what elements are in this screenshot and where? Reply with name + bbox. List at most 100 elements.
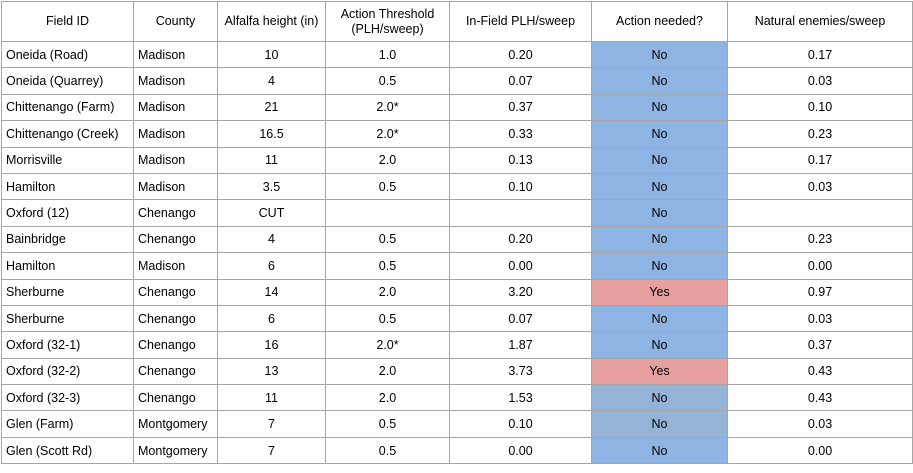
county-cell: Chenango <box>133 384 218 412</box>
action-needed-cell: No <box>591 146 728 174</box>
in-field-plh-cell: 3.73 <box>449 357 592 386</box>
alfalfa-height-cell: 7 <box>217 410 326 438</box>
field-id-cell: Chittenango (Farm) <box>1 93 134 122</box>
county-cell: Madison <box>133 120 218 148</box>
action-threshold-cell: 0.5 <box>325 252 450 280</box>
in-field-plh-cell: 0.13 <box>449 146 592 174</box>
alfalfa-height-cell: 4 <box>217 225 326 254</box>
in-field-plh-cell: 0.07 <box>449 67 592 95</box>
field-id-cell: Oxford (32-3) <box>1 384 134 412</box>
county-cell: Montgomery <box>133 436 218 465</box>
natural-enemies-cell: 0.23 <box>727 120 913 148</box>
table-row: Glen (Scott Rd) Montgomery 7 0.5 0.00 No 0.00 <box>1 436 913 465</box>
action-threshold-cell: 0.5 <box>325 172 450 201</box>
field-id-cell: Hamilton <box>1 172 134 201</box>
field-id-cell: Oneida (Road) <box>1 40 134 69</box>
field-id-cell: Sherburne <box>1 278 134 306</box>
table-row: Oxford (32-2) Chenango 13 2.0 3.73 Yes 0.43 <box>1 357 913 386</box>
county-cell: Madison <box>133 67 218 95</box>
action-needed-cell: No <box>591 199 728 227</box>
alfalfa-height-cell: 6 <box>217 252 326 280</box>
county-cell: Madison <box>133 172 218 201</box>
action-threshold-cell: 2.0* <box>325 93 450 122</box>
natural-enemies-cell: 0.00 <box>727 252 913 280</box>
in-field-plh-cell: 0.37 <box>449 93 592 122</box>
in-field-plh-cell: 1.53 <box>449 384 592 412</box>
table-row: Hamilton Madison 3.5 0.5 0.10 No 0.03 <box>1 172 913 201</box>
alfalfa-height-cell: 11 <box>217 384 326 412</box>
column-header-field-id: Field ID <box>1 1 134 42</box>
table-row: Oneida (Road) Madison 10 1.0 0.20 No 0.17 <box>1 40 913 69</box>
action-needed-cell: Yes <box>591 357 728 386</box>
column-header-alfalfa-height: Alfalfa height (in) <box>217 1 326 42</box>
alfalfa-height-cell: 4 <box>217 67 326 95</box>
table-row: Oxford (12) Chenango CUT No <box>1 199 913 227</box>
natural-enemies-cell: 0.23 <box>727 225 913 254</box>
county-cell: Montgomery <box>133 410 218 438</box>
county-cell: Madison <box>133 252 218 280</box>
in-field-plh-cell: 0.00 <box>449 436 592 465</box>
alfalfa-height-cell: CUT <box>217 199 326 227</box>
natural-enemies-cell: 0.10 <box>727 93 913 122</box>
natural-enemies-cell: 0.43 <box>727 357 913 386</box>
table-row: Chittenango (Farm) Madison 21 2.0* 0.37 No 0.1… <box>1 93 913 122</box>
table-row: Sherburne Chenango 14 2.0 3.20 Yes 0.97 <box>1 278 913 306</box>
county-cell: Chenango <box>133 225 218 254</box>
action-threshold-cell: 2.0 <box>325 384 450 412</box>
field-id-cell: Oxford (32-1) <box>1 331 134 359</box>
field-id-cell: Morrisville <box>1 146 134 174</box>
column-header-action-needed: Action needed? <box>591 1 728 42</box>
natural-enemies-cell: 0.97 <box>727 278 913 306</box>
county-cell: Chenango <box>133 304 218 333</box>
natural-enemies-cell: 0.03 <box>727 304 913 333</box>
field-id-cell: Oneida (Quarrey) <box>1 67 134 95</box>
header-row: Field ID County Alfalfa height (in) Acti… <box>1 1 913 42</box>
alfalfa-height-cell: 3.5 <box>217 172 326 201</box>
county-cell: Chenango <box>133 278 218 306</box>
field-id-cell: Chittenango (Creek) <box>1 120 134 148</box>
alfalfa-height-cell: 7 <box>217 436 326 465</box>
in-field-plh-cell: 1.87 <box>449 331 592 359</box>
column-header-county: County <box>133 1 218 42</box>
natural-enemies-cell: 0.03 <box>727 410 913 438</box>
field-id-cell: Oxford (32-2) <box>1 357 134 386</box>
in-field-plh-cell: 0.10 <box>449 172 592 201</box>
table-row: Oxford (32-1) Chenango 16 2.0* 1.87 No 0.37 <box>1 331 913 359</box>
county-cell: Chenango <box>133 199 218 227</box>
table-row: Sherburne Chenango 6 0.5 0.07 No 0.03 <box>1 304 913 333</box>
action-needed-cell: No <box>591 225 728 254</box>
action-threshold-cell: 2.0* <box>325 120 450 148</box>
county-cell: Chenango <box>133 357 218 386</box>
action-needed-cell: No <box>591 252 728 280</box>
alfalfa-height-cell: 21 <box>217 93 326 122</box>
action-needed-cell: No <box>591 384 728 412</box>
natural-enemies-cell <box>727 199 913 227</box>
alfalfa-height-cell: 16.5 <box>217 120 326 148</box>
table-row: Oneida (Quarrey) Madison 4 0.5 0.07 No 0.03 <box>1 67 913 95</box>
action-threshold-cell: 2.0* <box>325 331 450 359</box>
table-row: Morrisville Madison 11 2.0 0.13 No 0.17 <box>1 146 913 174</box>
column-header-action-threshold: Action Threshold (PLH/sweep) <box>325 1 450 42</box>
natural-enemies-cell: 0.43 <box>727 384 913 412</box>
action-needed-cell: No <box>591 410 728 438</box>
action-threshold-cell: 2.0 <box>325 146 450 174</box>
county-cell: Madison <box>133 40 218 69</box>
action-needed-cell: No <box>591 436 728 465</box>
in-field-plh-cell: 0.00 <box>449 252 592 280</box>
table-body: Oneida (Road) Madison 10 1.0 0.20 No 0.17 Oneid… <box>1 40 913 465</box>
in-field-plh-cell: 0.20 <box>449 225 592 254</box>
natural-enemies-cell: 0.17 <box>727 40 913 69</box>
action-threshold-cell <box>325 199 450 227</box>
field-id-cell: Glen (Farm) <box>1 410 134 438</box>
alfalfa-scouting-table: Field ID County Alfalfa height (in) Acti… <box>1 1 913 465</box>
action-threshold-cell: 2.0 <box>325 357 450 386</box>
county-cell: Chenango <box>133 331 218 359</box>
in-field-plh-cell <box>449 199 592 227</box>
table-row: Hamilton Madison 6 0.5 0.00 No 0.00 <box>1 252 913 280</box>
natural-enemies-cell: 0.17 <box>727 146 913 174</box>
action-threshold-cell: 0.5 <box>325 436 450 465</box>
action-needed-cell: Yes <box>591 278 728 306</box>
alfalfa-height-cell: 14 <box>217 278 326 306</box>
table-row: Bainbridge Chenango 4 0.5 0.20 No 0.23 <box>1 225 913 254</box>
action-threshold-cell: 0.5 <box>325 410 450 438</box>
